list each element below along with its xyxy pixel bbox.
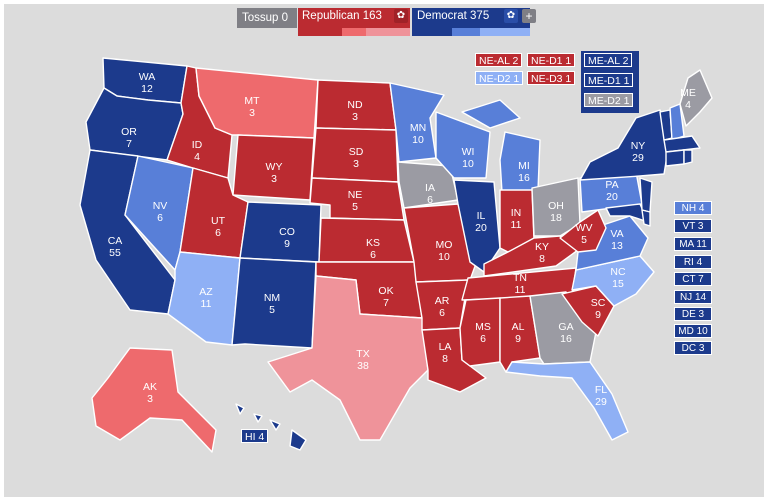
- small-state-ri[interactable]: RI 4: [674, 255, 712, 269]
- state-nm[interactable]: [231, 257, 317, 349]
- label-la: LA 8: [439, 341, 452, 365]
- state-wi[interactable]: [435, 111, 491, 179]
- label-ky: KY 8: [535, 241, 549, 265]
- democrat-settings-gear-icon[interactable]: ✿: [504, 9, 518, 23]
- label-fl: FL 29: [595, 384, 607, 408]
- label-ia: IA 6: [425, 182, 435, 206]
- label-wi: WI 10: [462, 146, 475, 170]
- state-fl[interactable]: [505, 361, 629, 441]
- add-plus-icon[interactable]: +: [522, 9, 536, 23]
- label-mn: MN 10: [410, 122, 426, 146]
- label-nv: NV 6: [153, 200, 168, 224]
- republican-label: Republican 163: [302, 10, 382, 22]
- label-sc: SC 9: [591, 297, 606, 321]
- tossup-total[interactable]: Tossup 0: [237, 8, 297, 28]
- label-oh: OH 18: [548, 200, 564, 224]
- state-ny[interactable]: [579, 109, 669, 181]
- small-state-ct[interactable]: CT 7: [674, 272, 712, 286]
- label-va: VA 13: [610, 228, 623, 252]
- state-de[interactable]: [641, 209, 651, 227]
- label-az: AZ 11: [199, 286, 213, 310]
- state-labels: WA 12 OR 7 CA 55 NV 6 ID 4 MT 3 WY 3 UT 6 AZ 11 C…: [108, 71, 696, 408]
- democrat-progress-bar: [412, 28, 530, 36]
- label-wa: WA 12: [139, 71, 156, 95]
- democrat-label: Democrat 375: [417, 10, 490, 22]
- small-state-nh[interactable]: NH 4: [674, 201, 712, 215]
- hawaii-badge[interactable]: HI 4: [241, 429, 269, 443]
- label-mo: MO 10: [436, 239, 453, 263]
- small-state-dc[interactable]: DC 3: [674, 341, 712, 355]
- state-ak[interactable]: [91, 347, 217, 453]
- label-pa: PA 20: [605, 179, 618, 203]
- me-d2-badge[interactable]: ME-D2 1: [584, 93, 634, 107]
- label-nc: NC 15: [610, 266, 626, 290]
- label-ar: AR 6: [435, 295, 450, 319]
- me-d1-badge[interactable]: ME-D1 1: [584, 73, 634, 87]
- label-ca: CA 55: [108, 235, 123, 259]
- small-state-vt[interactable]: VT 3: [674, 219, 712, 233]
- small-state-md[interactable]: MD 10: [674, 324, 712, 338]
- nebraska-splits: NE-AL 2 NE-D1 1 NE-D2 1 NE-D3 1: [473, 51, 577, 93]
- label-in: IN 11: [511, 207, 522, 231]
- small-state-de[interactable]: DE 3: [674, 307, 712, 321]
- label-ne: NE 5: [348, 189, 363, 213]
- state-nh[interactable]: [669, 103, 685, 141]
- label-co: CO 9: [279, 226, 295, 250]
- republican-settings-gear-icon[interactable]: ✿: [394, 9, 408, 23]
- label-tn: TN 11: [513, 272, 527, 296]
- label-wy: WY 3: [266, 161, 283, 185]
- label-ut: UT 6: [211, 215, 226, 239]
- ne-d2-badge[interactable]: NE-D2 1: [475, 71, 524, 85]
- state-md[interactable]: [605, 203, 649, 223]
- label-ak: AK 3: [143, 381, 157, 405]
- label-ny: NY 29: [631, 140, 646, 164]
- ne-d3-badge[interactable]: NE-D3 1: [527, 71, 576, 85]
- state-hi[interactable]: [235, 403, 307, 451]
- label-il: IL 20: [475, 210, 487, 234]
- label-nd: ND 3: [347, 99, 363, 123]
- me-al-badge[interactable]: ME-AL 2: [584, 53, 633, 67]
- state-ct[interactable]: [665, 149, 685, 167]
- state-ia[interactable]: [397, 161, 459, 209]
- republican-total[interactable]: Republican 163: [298, 8, 410, 36]
- small-state-ma[interactable]: MA 11: [674, 237, 712, 251]
- label-wv: WV 5: [576, 222, 593, 246]
- state-tx[interactable]: [267, 275, 429, 441]
- label-nm: NM 5: [264, 292, 280, 316]
- state-nj[interactable]: [639, 177, 653, 213]
- label-id: ID 4: [192, 139, 203, 163]
- label-al: AL 9: [512, 321, 525, 345]
- label-ga: GA 16: [558, 321, 573, 345]
- label-tx: TX 38: [356, 348, 369, 372]
- ne-d1-badge[interactable]: NE-D1 1: [527, 53, 576, 67]
- small-state-nj[interactable]: NJ 14: [674, 290, 712, 304]
- label-sd: SD 3: [349, 146, 364, 170]
- maine-splits: ME-AL 2 ME-D1 1 ME-D2 1: [581, 51, 639, 113]
- label-or: OR 7: [121, 126, 137, 150]
- label-ms: MS 6: [475, 321, 491, 345]
- state-ri[interactable]: [683, 149, 693, 165]
- state-ma[interactable]: [663, 135, 701, 153]
- label-ks: KS 6: [366, 237, 380, 261]
- ne-al-badge[interactable]: NE-AL 2: [475, 53, 523, 67]
- label-mi: MI 16: [518, 160, 530, 184]
- label-me: ME 4: [680, 87, 696, 111]
- label-ok: OK 7: [378, 285, 393, 309]
- state-me[interactable]: [679, 69, 713, 127]
- label-mt: MT 3: [244, 95, 260, 119]
- republican-progress-bar: [298, 28, 410, 36]
